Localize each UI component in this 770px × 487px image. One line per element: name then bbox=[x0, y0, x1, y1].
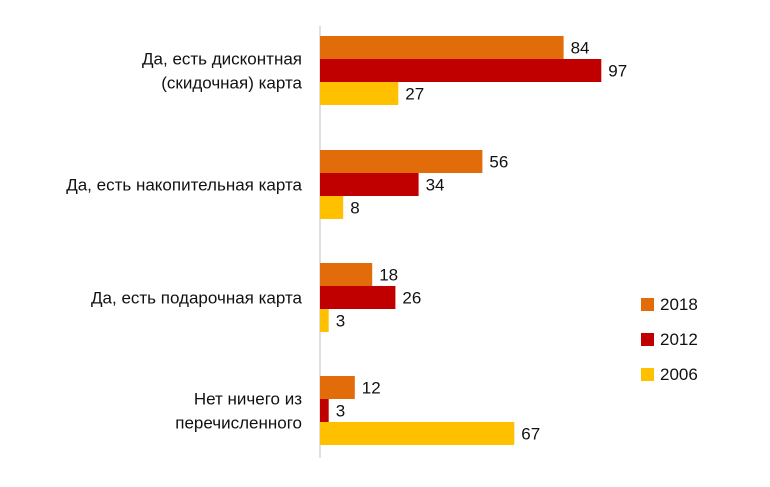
legend-label-2012: 2012 bbox=[660, 330, 698, 349]
data-label-2006-cat1: 27 bbox=[405, 85, 424, 104]
bar-2018-cat4 bbox=[320, 376, 355, 399]
legend-swatch-2018 bbox=[641, 298, 654, 311]
data-label-2012-cat2: 34 bbox=[426, 176, 445, 195]
bar-2018-cat2 bbox=[320, 150, 483, 173]
category-label-4-line2: перечисленного bbox=[175, 414, 302, 433]
bar-2012-cat2 bbox=[320, 173, 419, 196]
legend-swatch-2012 bbox=[641, 333, 654, 346]
data-label-2018-cat1: 84 bbox=[571, 39, 590, 58]
bar-2018-cat3 bbox=[320, 263, 373, 286]
data-label-2012-cat3: 26 bbox=[402, 289, 421, 308]
category-label-1-line2: (скидочная) карта bbox=[161, 74, 302, 93]
bar-2006-cat2 bbox=[320, 196, 344, 219]
data-label-2018-cat3: 18 bbox=[379, 266, 398, 285]
data-label-2006-cat2: 8 bbox=[350, 199, 359, 218]
category-label-3: Да, есть подарочная карта bbox=[91, 289, 303, 308]
bar-2012-cat1 bbox=[320, 59, 602, 82]
bar-2006-cat4 bbox=[320, 422, 515, 445]
data-label-2006-cat4: 67 bbox=[521, 425, 540, 444]
bar-2018-cat1 bbox=[320, 36, 564, 59]
data-label-2018-cat2: 56 bbox=[489, 153, 508, 172]
data-label-2018-cat4: 12 bbox=[362, 379, 381, 398]
legend-label-2018: 2018 bbox=[660, 295, 698, 314]
legend-label-2006: 2006 bbox=[660, 365, 698, 384]
bar-2006-cat3 bbox=[320, 309, 329, 332]
category-label-1-line1: Да, есть дисконтная bbox=[142, 50, 302, 69]
category-label-2: Да, есть накопительная карта bbox=[66, 176, 302, 195]
category-label-4-line1: Нет ничего из bbox=[194, 390, 302, 409]
legend-swatch-2006 bbox=[641, 368, 654, 381]
data-label-2006-cat3: 3 bbox=[336, 312, 345, 331]
bar-2012-cat4 bbox=[320, 399, 329, 422]
data-label-2012-cat1: 97 bbox=[608, 62, 627, 81]
data-label-2012-cat4: 3 bbox=[336, 402, 345, 421]
bar-2012-cat3 bbox=[320, 286, 396, 309]
bar-2006-cat1 bbox=[320, 82, 399, 105]
